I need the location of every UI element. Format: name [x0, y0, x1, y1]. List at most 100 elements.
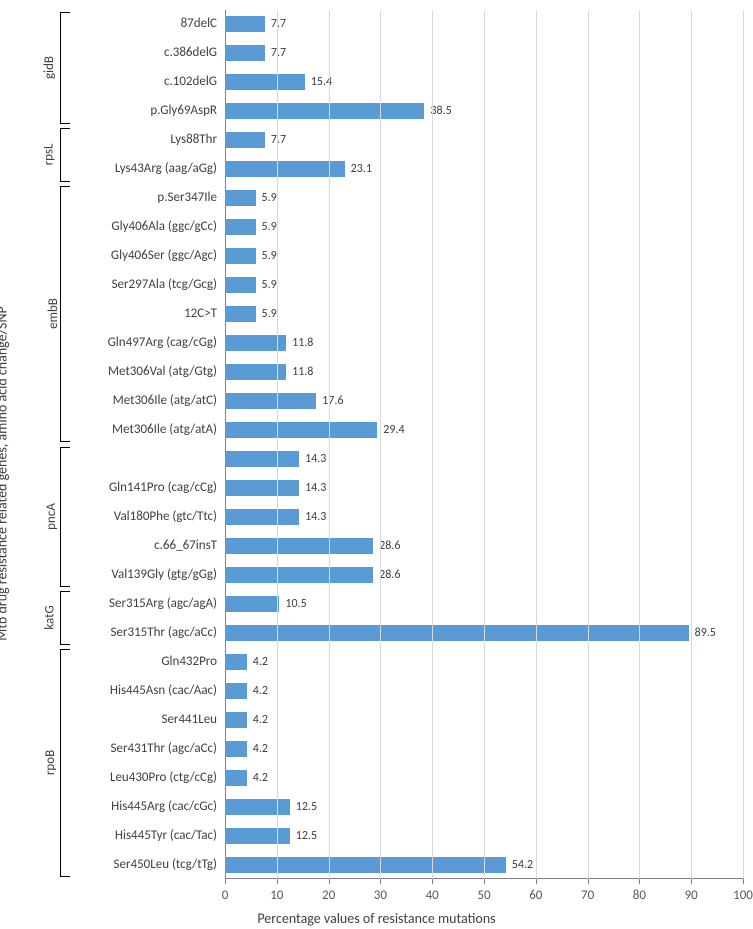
bar-category-label: Gly406Ala (ggc/gCc) [111, 219, 217, 234]
bar-category-label: c.66_67insT [154, 538, 217, 553]
grid-line [639, 10, 640, 879]
bar-value-label: 23.1 [351, 162, 372, 176]
bar [225, 103, 424, 119]
bar-value-label: 5.9 [262, 278, 277, 292]
bar-value-label: 12.5 [296, 800, 317, 814]
x-tick-label: 0 [222, 888, 229, 903]
group-bracket [60, 649, 70, 877]
bar-category-label: Gln497Arg (cag/cGg) [108, 335, 217, 350]
bar-category-label: 87delC [181, 16, 217, 31]
grid-line [329, 10, 330, 879]
bar-value-label: 11.8 [292, 336, 313, 350]
bar-category-label: Ser450Leu (tcg/tTg) [114, 857, 217, 872]
bar [225, 16, 265, 32]
bar [225, 538, 373, 554]
bar-category-label: His445Asn (cac/Aac) [110, 683, 217, 698]
bar-category-label: Ser315Thr (agc/aCc) [111, 625, 217, 640]
bar-category-label: p.Ser347Ile [157, 190, 217, 205]
x-tick-mark [225, 879, 226, 884]
x-tick-mark [588, 879, 589, 884]
bar-value-label: 5.9 [262, 249, 277, 263]
bar-category-label: Lys88Thr [170, 132, 217, 147]
x-tick-mark [639, 879, 640, 884]
bar-value-label: 54.2 [512, 858, 533, 872]
bar [225, 480, 299, 496]
bar [225, 509, 299, 525]
grid-line [432, 10, 433, 879]
x-tick-mark [743, 879, 744, 884]
group-bracket [60, 447, 70, 588]
x-tick-mark [691, 879, 692, 884]
bar [225, 625, 689, 641]
x-tick-mark [329, 879, 330, 884]
bar [225, 161, 345, 177]
plot-area: 87delC7.7c.386delG7.7c.102delG15.4p.Gly6… [225, 10, 743, 879]
group-label: katG [43, 606, 58, 630]
bar-value-label: 14.3 [305, 452, 326, 466]
bar-value-label: 38.5 [430, 104, 451, 118]
bar [225, 190, 256, 206]
bar-value-label: 14.3 [305, 481, 326, 495]
bar-value-label: 17.6 [322, 394, 343, 408]
grid-line [380, 10, 381, 879]
bar [225, 132, 265, 148]
grid-line [277, 10, 278, 879]
group-bracket [60, 591, 70, 645]
bar [225, 422, 377, 438]
grid-line [691, 10, 692, 879]
group-bracket [60, 186, 70, 443]
group-bracket [60, 12, 70, 124]
bar-category-label: Ser315Arg (agc/agA) [109, 596, 217, 611]
group-label: embB [46, 298, 61, 329]
group-label: pncA [44, 503, 59, 530]
bar-category-label: Met306Ile (atg/atC) [113, 393, 217, 408]
bar-category-label: His445Arg (cac/cGc) [111, 799, 217, 814]
bar-category-label: His445Tyr (cac/Tac) [115, 828, 217, 843]
group-label: rpsL [41, 143, 56, 165]
x-tick-mark [484, 879, 485, 884]
grid-line [536, 10, 537, 879]
bar [225, 770, 247, 786]
bar-value-label: 29.4 [383, 423, 404, 437]
bar-value-label: 28.6 [379, 568, 400, 582]
bar [225, 828, 290, 844]
bar-value-label: 7.7 [271, 46, 286, 60]
bar-value-label: 5.9 [262, 307, 277, 321]
bar [225, 248, 256, 264]
x-tick-label: 10 [270, 888, 283, 903]
bar [225, 219, 256, 235]
x-tick-mark [432, 879, 433, 884]
bar-value-label: 4.2 [253, 655, 268, 669]
bar-value-label: 28.6 [379, 539, 400, 553]
group-bracket [60, 128, 70, 182]
bar-value-label: 10.5 [285, 597, 306, 611]
x-tick-label: 90 [685, 888, 698, 903]
chart-container: Mtb drug resistance related genes, amino… [0, 0, 753, 929]
bar-value-label: 14.3 [305, 510, 326, 524]
bar [225, 596, 279, 612]
bar-value-label: 7.7 [271, 133, 286, 147]
bar [225, 277, 256, 293]
x-tick-mark [277, 879, 278, 884]
group-label: gidB [42, 56, 57, 79]
bar-category-label: Ser297Ala (tcg/Gcg) [112, 277, 217, 292]
bar [225, 567, 373, 583]
bar-category-label: Lys43Arg (aag/aGg) [115, 161, 217, 176]
x-tick-label: 40 [426, 888, 439, 903]
bar-value-label: 12.5 [296, 829, 317, 843]
grid-line [743, 10, 744, 879]
x-tick-label: 30 [374, 888, 387, 903]
bar-value-label: 5.9 [262, 191, 277, 205]
bar-category-label: Met306Val (atg/Gtg) [108, 364, 217, 379]
bar-category-label: c.386delG [164, 45, 217, 60]
x-tick-mark [380, 879, 381, 884]
x-tick-label: 80 [633, 888, 646, 903]
bar [225, 654, 247, 670]
x-tick-label: 60 [529, 888, 542, 903]
x-tick-label: 50 [477, 888, 490, 903]
bar-value-label: 4.2 [253, 771, 268, 785]
bar-category-label: Val180Phe (gtc/Ttc) [114, 509, 217, 524]
bar-category-label: Gly406Ser (ggc/Agc) [111, 248, 217, 263]
x-tick-label: 100 [733, 888, 753, 903]
bar-category-label: 12C>T [184, 306, 217, 321]
